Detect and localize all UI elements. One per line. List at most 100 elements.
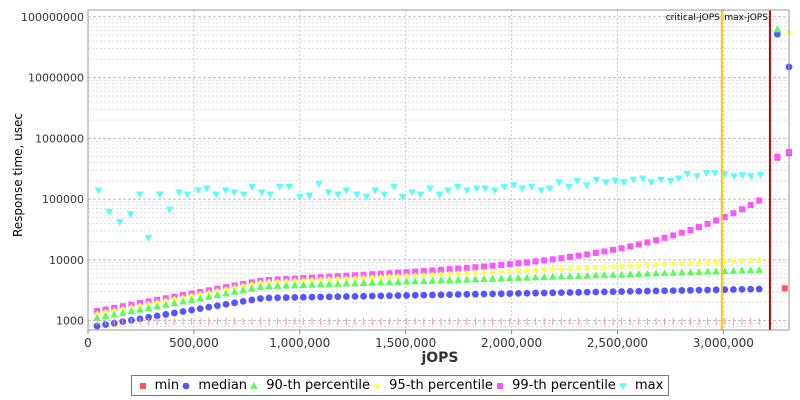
data-point: [295, 193, 304, 201]
data-point: [518, 185, 526, 193]
band-point: [368, 278, 376, 286]
band-point: [153, 312, 161, 320]
data-point: [463, 187, 471, 195]
band-point: [205, 292, 213, 300]
band-point: [523, 273, 531, 281]
band-point: [618, 288, 625, 295]
band-median: [93, 285, 763, 330]
band-point: [756, 197, 763, 204]
data-point: [537, 187, 546, 195]
data-point: [408, 189, 416, 197]
band-point: [687, 259, 694, 267]
legend-symbol: [139, 382, 146, 389]
band-point: [402, 277, 411, 285]
data-point: [444, 187, 452, 195]
data-point: [611, 178, 620, 185]
legend-label: median: [198, 378, 248, 393]
band-point: [627, 243, 634, 250]
band-point: [145, 313, 153, 321]
band-point: [368, 274, 376, 281]
legend-item: max: [617, 378, 663, 393]
band-point: [377, 270, 384, 277]
band-point: [429, 291, 436, 299]
band-point: [575, 288, 582, 296]
y-tick-label: 10000: [49, 254, 84, 267]
band-point: [213, 291, 222, 298]
band-point: [721, 286, 729, 294]
legend-item: 95-th percentile: [371, 378, 493, 393]
band-point: [446, 270, 453, 278]
band-point: [747, 285, 754, 293]
band-point: [746, 266, 755, 274]
band-point: [583, 271, 591, 279]
band-point: [747, 202, 754, 209]
data-point: [472, 185, 481, 193]
band-point: [626, 287, 634, 295]
data-point: [380, 191, 389, 199]
band-point: [686, 268, 695, 276]
band-point: [222, 289, 230, 297]
band-point: [162, 311, 170, 318]
band-point: [635, 270, 643, 277]
band-point: [506, 267, 514, 275]
band-point: [437, 291, 445, 299]
band-point: [377, 273, 385, 281]
band-point: [755, 256, 763, 264]
band-point: [325, 276, 333, 283]
x-tick-label: 1,500,000: [375, 336, 436, 350]
band-point: [549, 256, 556, 263]
band-point: [600, 271, 609, 279]
band-point: [696, 224, 702, 231]
y-axis-ticks: 1000 10000 100000 1000000 10000000 100000000: [21, 11, 84, 328]
legend-marker: [182, 382, 190, 389]
band-point: [575, 264, 582, 272]
band-point: [601, 263, 608, 271]
band-point: [170, 299, 179, 307]
band-point: [661, 260, 668, 268]
band-point: [463, 269, 471, 277]
band-point: [144, 304, 153, 312]
band-point: [248, 284, 256, 292]
band-point: [394, 273, 402, 280]
legend-marker: [139, 382, 146, 389]
band-point: [489, 262, 496, 269]
band-point: [652, 287, 660, 295]
band-point: [644, 261, 651, 269]
legend-label: 90-th percentile: [266, 378, 370, 393]
band-point: [299, 281, 308, 288]
band-point: [609, 270, 617, 278]
band-point: [308, 293, 316, 301]
band-point: [566, 265, 574, 273]
band-point: [524, 259, 530, 266]
band-point: [438, 266, 444, 273]
data-point: [275, 183, 284, 191]
band-point: [721, 214, 728, 221]
band-point: [540, 266, 548, 274]
band-point: [549, 272, 557, 280]
x-axis-ticks: 0 500,000 1,000,000 1,500,000 2,000,000 2,500…: [84, 330, 754, 350]
band-point: [480, 269, 488, 276]
data-point: [657, 176, 665, 184]
band-point: [472, 264, 479, 271]
band-point: [239, 286, 247, 294]
band-point: [567, 253, 573, 260]
band-point: [446, 291, 453, 299]
data-point: [781, 285, 788, 292]
band-point: [239, 297, 247, 305]
band-point: [291, 281, 299, 289]
band-point: [480, 290, 488, 298]
data-point: [435, 191, 444, 199]
band-point: [498, 261, 505, 268]
band-point: [601, 248, 608, 255]
band-point: [514, 274, 523, 281]
data-point: [527, 183, 536, 191]
band-point: [420, 271, 428, 279]
band-point: [308, 280, 316, 288]
band-point: [712, 286, 720, 294]
band-point: [584, 251, 591, 258]
band-point: [300, 277, 307, 285]
band-point: [420, 268, 427, 275]
data-point: [285, 183, 293, 191]
band-point: [231, 299, 239, 307]
band-point: [601, 288, 608, 296]
